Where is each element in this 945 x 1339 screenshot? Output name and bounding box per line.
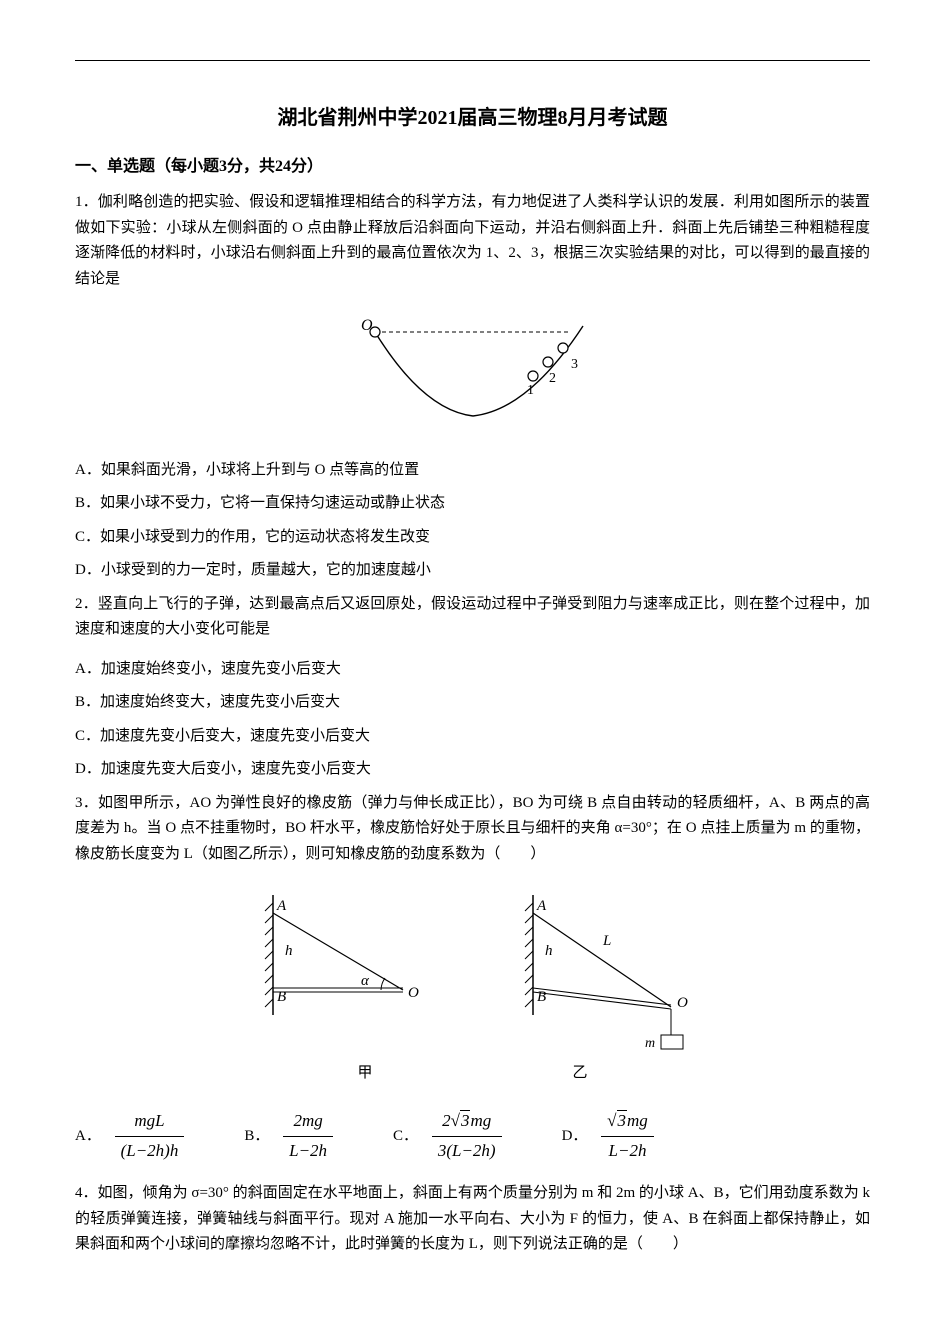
q3d-rad: 3 [617,1110,628,1130]
q3b-label-L: L [602,933,611,949]
q3d-den: L−2h [601,1137,654,1166]
q3-option-b: B． 2mg L−2h [244,1107,333,1166]
q3c-aft: mg [470,1111,491,1130]
q3-stem: 3．如图甲所示，AO 为弹性良好的橡皮筋（弹力与伸长成正比），BO 为可绕 B … [75,791,870,868]
q3-label-jia: 甲 [357,1061,372,1087]
q1-option-b: B．如果小球不受力，它将一直保持匀速运动或静止状态 [75,491,870,517]
q3-options: A． mgL (L−2h)h B． 2mg L−2h C． 23mg 3(L−2… [75,1107,870,1166]
q3a-label-alpha: α [361,973,370,989]
q3-label-yi: 乙 [573,1061,588,1087]
q3b-label: B． [244,1128,269,1144]
q3a-label: A． [75,1128,101,1144]
q2-option-d: D．加速度先变大后变小，速度先变小后变大 [75,757,870,783]
q1-option-c: C．如果小球受到力的作用，它的运动状态将发生改变 [75,525,870,551]
q1-label-O: O [361,317,373,334]
q3b-label-h: h [545,943,553,959]
q3c-den-rest: L−2h) [452,1141,496,1160]
section-header: 一、单选题（每小题3分，共24分） [75,153,870,180]
q3-figure: A B h α O A B L [75,885,870,1055]
q1-option-a: A．如果斜面光滑，小球将上升到与 O 点等高的位置 [75,458,870,484]
q3a-label-B: B [277,989,286,1005]
q3b-label-O: O [677,995,688,1011]
q1-stem: 1．伽利略创造的把实验、假设和逻辑推理相结合的科学方法，有力地促进了人类科学认识… [75,190,870,292]
q2-stem: 2．竖直向上飞行的子弹，达到最高点后又返回原处，假设运动过程中子弹受到阻力与速率… [75,592,870,643]
q3-figure-labels: 甲 乙 [75,1061,870,1087]
q3c-label: C． [393,1128,418,1144]
q3d-label: D． [562,1128,588,1144]
q3b-label-A: A [536,898,547,914]
q3-option-d: D． 3mg L−2h [562,1107,654,1166]
q3b-den: L−2h [283,1137,333,1166]
q3a-label-h: h [285,943,293,959]
exam-title: 湖北省荆州中学2021届高三物理8月月考试题 [75,101,870,135]
q1-label-2: 2 [549,371,556,386]
q1-option-d: D．小球受到的力一定时，质量越大，它的加速度越小 [75,558,870,584]
q3c-coef: 2 [442,1111,451,1130]
q3c-rad: 3 [460,1110,471,1130]
q3b-label-m: m [645,1036,655,1051]
q1-figure: O 1 2 3 [75,310,870,440]
q2-option-a: A．加速度始终变小，速度先变小后变大 [75,657,870,683]
q1-label-3: 3 [571,357,578,372]
q3a-num: mgL [115,1107,185,1137]
q3b-num: 2mg [283,1107,333,1137]
q3a-label-O: O [408,985,419,1001]
q2-option-b: B．加速度始终变大，速度先变小后变大 [75,690,870,716]
q3c-den-coef: 3( [438,1141,452,1160]
q3b-label-B: B [537,989,546,1005]
q3a-den: (L−2h)h [115,1137,185,1166]
q3d-aft: mg [627,1111,648,1130]
q3-option-a: A． mgL (L−2h)h [75,1107,184,1166]
q2-option-c: C．加速度先变小后变大，速度先变小后变大 [75,724,870,750]
q3-option-c: C． 23mg 3(L−2h) [393,1107,502,1166]
top-rule [75,60,870,61]
q1-label-1: 1 [527,383,534,398]
q4-stem: 4．如图，倾角为 σ=30° 的斜面固定在水平地面上，斜面上有两个质量分别为 m… [75,1181,870,1258]
q3a-label-A: A [276,898,287,914]
